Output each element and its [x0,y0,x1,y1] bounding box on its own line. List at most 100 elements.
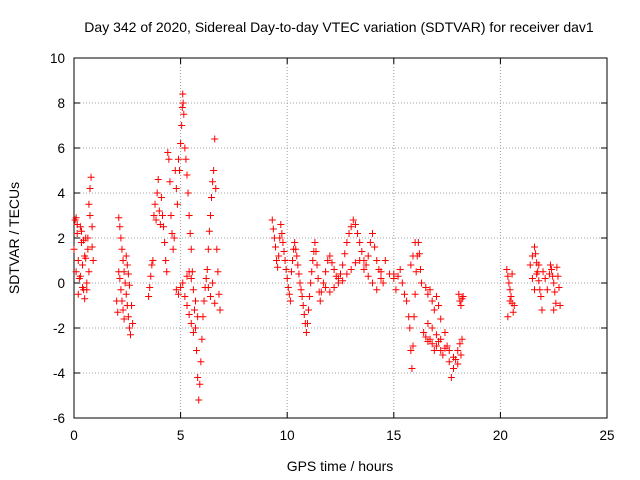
y-tick-label: 0 [57,276,65,291]
data-point [435,302,443,309]
data-point [145,293,153,300]
data-point [123,261,131,269]
data-point [396,266,404,273]
data-point [215,290,223,298]
data-point [149,257,157,264]
data-point [152,216,160,224]
y-tick-label: -6 [53,411,65,426]
data-point [189,286,197,294]
data-point [299,302,307,309]
data-point [426,335,434,343]
data-point [117,234,125,242]
y-axis-label: SDTVAR / TECUs [6,182,22,294]
data-point [347,223,355,231]
data-point [178,122,186,129]
data-point [183,272,191,280]
data-point [194,313,202,321]
data-point [209,178,217,186]
data-point [84,234,92,242]
data-point [424,320,432,327]
data-point [394,272,402,280]
data-point [206,293,214,300]
data-point [457,351,465,359]
data-point [116,223,124,231]
data-point [150,212,158,219]
data-point [504,313,512,321]
data-point [192,297,200,305]
data-point [555,284,563,291]
data-point [148,261,156,269]
data-point [153,189,161,197]
data-point [305,306,313,314]
x-axis-label: GPS time / hours [287,458,394,474]
data-point [80,236,88,244]
data-point [83,279,91,287]
data-point [324,257,332,264]
data-point [113,297,121,305]
data-point [182,155,190,163]
data-point [276,234,284,242]
data-point [164,149,172,156]
data-point [390,270,398,278]
data-point [274,263,282,271]
data-point [535,261,543,269]
data-point [275,252,283,260]
data-point [360,266,368,273]
data-point [428,297,436,305]
data-point [211,135,219,143]
data-point [302,329,310,336]
data-point [319,279,327,287]
data-point [181,144,189,152]
data-point [535,277,543,285]
data-point [89,257,97,264]
data-point [157,194,165,201]
data-point [284,284,292,291]
data-point [129,320,137,327]
data-point [373,286,381,294]
data-point [443,342,451,350]
data-point [167,212,175,219]
data-point [154,176,162,183]
grid-lines [74,58,607,418]
chart-title: Day 342 of 2020, Sidereal Day-to-day VTE… [84,19,594,35]
data-point [551,288,559,296]
data-point [195,396,203,404]
data-point [180,110,188,118]
data-point [88,223,96,231]
data-point [410,313,418,321]
data-point [550,306,558,314]
data-point [422,333,430,341]
data-point [212,185,220,192]
data-point [119,306,127,314]
data-point [208,194,216,201]
data-point [339,261,347,269]
data-point [151,200,159,208]
data-point [398,279,406,287]
data-point [366,239,374,246]
data-point [345,230,353,237]
data-point [358,248,366,255]
data-point [531,286,539,294]
data-point [420,329,428,336]
data-point [407,347,415,354]
x-tick-label: 5 [177,428,185,443]
data-point [293,252,301,260]
data-point [381,257,389,264]
data-point [117,286,125,294]
data-point [424,290,432,298]
data-point [403,297,411,305]
data-point [507,293,515,300]
data-point [200,297,208,305]
data-point [73,230,81,237]
data-point [356,257,364,264]
data-point [409,252,417,260]
data-point [176,167,184,174]
data-point [334,275,342,282]
data-point [84,245,92,253]
data-point [326,288,334,296]
data-point [86,185,94,192]
data-point [286,297,294,305]
y-tick-label: 2 [57,231,65,246]
y-axis: -6 -4 -2 0 2 4 6 8 10 [50,51,607,426]
data-point [183,302,191,309]
